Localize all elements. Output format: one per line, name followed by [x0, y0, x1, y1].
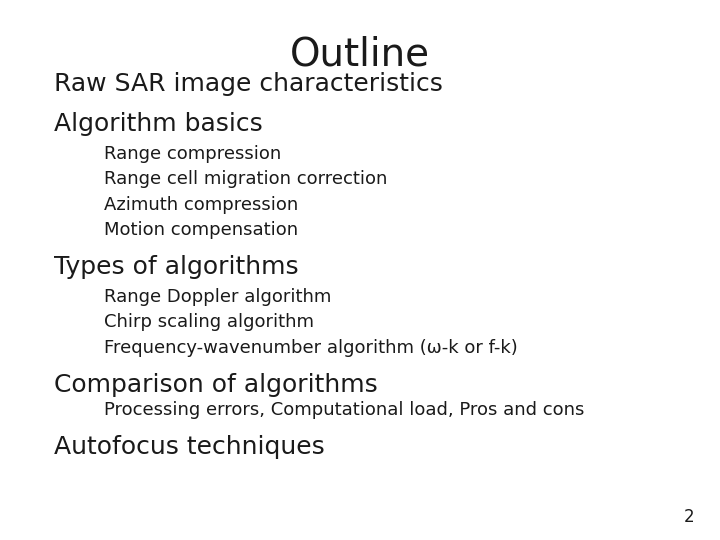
Text: 2: 2 [684, 509, 695, 526]
Text: Algorithm basics: Algorithm basics [54, 112, 263, 136]
Text: Azimuth compression: Azimuth compression [104, 195, 299, 214]
Text: Range compression: Range compression [104, 145, 282, 163]
Text: Chirp scaling algorithm: Chirp scaling algorithm [104, 313, 315, 332]
Text: Autofocus techniques: Autofocus techniques [54, 435, 325, 459]
Text: Outline: Outline [290, 35, 430, 73]
Text: Raw SAR image characteristics: Raw SAR image characteristics [54, 72, 443, 96]
Text: Processing errors, Computational load, Pros and cons: Processing errors, Computational load, P… [104, 401, 585, 420]
Text: Frequency-wavenumber algorithm (ω-k or f-k): Frequency-wavenumber algorithm (ω-k or f… [104, 339, 518, 357]
Text: Types of algorithms: Types of algorithms [54, 255, 299, 279]
Text: Motion compensation: Motion compensation [104, 221, 299, 239]
Text: Range Doppler algorithm: Range Doppler algorithm [104, 288, 332, 306]
Text: Range cell migration correction: Range cell migration correction [104, 170, 388, 188]
Text: Comparison of algorithms: Comparison of algorithms [54, 373, 378, 397]
